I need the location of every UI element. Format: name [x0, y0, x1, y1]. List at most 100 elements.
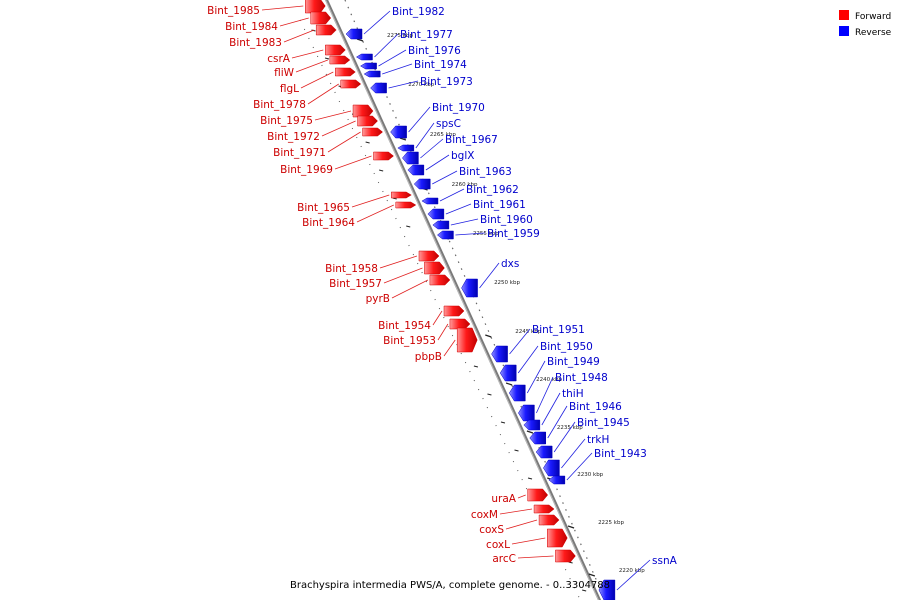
reverse-gene-label[interactable]: Bint_1949 [547, 356, 600, 368]
forward-gene-feature[interactable] [390, 191, 412, 199]
forward-gene-label[interactable]: Bint_1969 [280, 164, 333, 176]
forward-gene-label[interactable]: Bint_1954 [378, 320, 431, 332]
forward-gene-label[interactable]: Bint_1953 [383, 335, 436, 347]
forward-gene-feature[interactable] [538, 514, 560, 526]
forward-gene-feature[interactable] [555, 549, 576, 563]
reverse-gene-feature[interactable] [370, 82, 387, 94]
forward-gene-feature[interactable] [329, 55, 351, 65]
reverse-gene-label[interactable]: thiH [562, 388, 584, 400]
reverse-gene-feature[interactable] [548, 475, 566, 485]
forward-gene-feature[interactable] [325, 44, 346, 56]
reverse-gene-feature[interactable] [397, 144, 415, 152]
reverse-gene-label[interactable]: Bint_1959 [487, 228, 540, 240]
forward-gene-feature[interactable] [373, 151, 394, 161]
forward-gene-label[interactable]: Bint_1971 [273, 147, 326, 159]
reverse-gene-label[interactable]: Bint_1973 [420, 76, 473, 88]
forward-gene-label[interactable]: Bint_1978 [253, 99, 306, 111]
forward-gene-label[interactable]: coxS [479, 524, 504, 536]
reverse-gene-feature[interactable] [355, 53, 373, 61]
reverse-gene-label[interactable]: Bint_1977 [400, 29, 453, 41]
reverse-gene-feature[interactable] [523, 419, 541, 431]
reverse-gene-label[interactable]: Bint_1962 [466, 184, 519, 196]
reverse-gene-feature[interactable] [509, 384, 526, 402]
reverse-gene-feature[interactable] [421, 197, 439, 205]
reverse-gene-feature[interactable] [499, 364, 517, 382]
forward-gene-feature[interactable] [547, 528, 568, 548]
reverse-gene-label[interactable]: Bint_1960 [480, 214, 533, 226]
reverse-gene-feature[interactable] [543, 459, 560, 477]
reverse-gene-label[interactable]: Bint_1948 [555, 372, 608, 384]
reverse-gene-label[interactable]: Bint_1951 [532, 324, 585, 336]
reverse-gene-feature[interactable] [360, 62, 377, 70]
forward-gene-feature[interactable] [357, 115, 378, 127]
reverse-gene-label[interactable]: Bint_1976 [408, 45, 461, 57]
forward-gene-label[interactable]: arcC [492, 553, 516, 565]
forward-gene-feature[interactable] [533, 504, 555, 514]
reverse-gene-feature[interactable] [461, 278, 478, 298]
reverse-gene-label[interactable]: dxs [501, 258, 519, 270]
reverse-gene-label[interactable]: Bint_1974 [414, 59, 467, 71]
forward-gene-feature[interactable] [418, 250, 440, 262]
forward-gene-label[interactable]: Bint_1958 [325, 263, 378, 275]
reverse-gene-label[interactable]: spsC [436, 118, 461, 130]
reverse-gene-label[interactable]: Bint_1945 [577, 417, 630, 429]
reverse-gene-label[interactable]: ssnA [652, 555, 678, 567]
forward-gene-feature[interactable] [456, 327, 478, 353]
forward-gene-feature[interactable] [315, 24, 337, 36]
forward-gene-label[interactable]: Bint_1964 [302, 217, 355, 229]
forward-gene-feature[interactable] [443, 305, 465, 317]
forward-gene-label[interactable]: uraA [491, 493, 516, 505]
forward-gene-label[interactable]: Bint_1983 [229, 37, 282, 49]
forward-gene-feature[interactable] [395, 201, 417, 209]
forward-gene-label[interactable]: coxL [486, 539, 510, 551]
reverse-gene-feature[interactable] [427, 208, 445, 220]
forward-gene-label[interactable]: flgL [280, 83, 299, 95]
reverse-gene-feature[interactable] [345, 28, 363, 40]
reverse-leader-line [420, 138, 444, 159]
reverse-gene-label[interactable]: Bint_1982 [392, 6, 445, 18]
forward-gene-feature[interactable] [305, 0, 326, 14]
forward-gene-label[interactable]: csrA [267, 53, 291, 65]
reverse-gene-feature[interactable] [518, 404, 535, 422]
forward-gene-feature[interactable] [310, 11, 332, 25]
reverse-gene-label[interactable]: Bint_1950 [540, 341, 593, 353]
reverse-leader-line [450, 218, 479, 226]
reverse-gene-feature[interactable] [413, 178, 431, 190]
forward-gene-feature[interactable] [340, 79, 362, 89]
reverse-gene-label[interactable]: Bint_1961 [473, 199, 526, 211]
forward-gene-label[interactable]: coxM [471, 509, 498, 521]
forward-gene-feature[interactable] [352, 104, 374, 118]
reverse-gene-label[interactable]: Bint_1963 [459, 166, 512, 178]
forward-gene-feature[interactable] [527, 488, 549, 502]
forward-gene-label[interactable]: pyrB [366, 293, 390, 305]
reverse-gene-feature[interactable] [363, 70, 381, 78]
forward-gene-feature[interactable] [429, 274, 451, 286]
reverse-gene-label[interactable]: Bint_1943 [594, 448, 647, 460]
forward-gene-label[interactable]: Bint_1985 [207, 5, 260, 17]
reverse-gene-label[interactable]: Bint_1967 [445, 134, 498, 146]
reverse-gene-label[interactable]: bglX [451, 150, 474, 162]
reverse-gene-feature[interactable] [598, 579, 616, 600]
forward-gene-label[interactable]: Bint_1965 [297, 202, 350, 214]
reverse-gene-label[interactable]: trkH [587, 434, 609, 446]
reverse-gene-feature[interactable] [402, 151, 419, 165]
forward-gene-label[interactable]: pbpB [415, 351, 442, 363]
reverse-gene-feature[interactable] [491, 345, 508, 363]
forward-gene-feature[interactable] [449, 318, 471, 330]
forward-gene-label[interactable]: Bint_1984 [225, 21, 278, 33]
reverse-gene-feature[interactable] [535, 445, 553, 459]
reverse-gene-label[interactable]: Bint_1946 [569, 401, 622, 413]
forward-gene-label[interactable]: Bint_1972 [267, 131, 320, 143]
forward-gene-label[interactable]: Bint_1957 [329, 278, 382, 290]
reverse-gene-feature[interactable] [529, 431, 547, 445]
reverse-gene-feature[interactable] [437, 230, 454, 240]
reverse-gene-feature[interactable] [390, 125, 407, 139]
reverse-gene-feature[interactable] [432, 220, 450, 230]
reverse-gene-label[interactable]: Bint_1970 [432, 102, 485, 114]
forward-gene-feature[interactable] [424, 261, 445, 275]
forward-gene-label[interactable]: fliW [274, 67, 295, 79]
forward-gene-feature[interactable] [362, 127, 383, 137]
reverse-gene-feature[interactable] [407, 164, 425, 176]
forward-gene-label[interactable]: Bint_1975 [260, 115, 313, 127]
forward-gene-feature[interactable] [335, 67, 356, 77]
